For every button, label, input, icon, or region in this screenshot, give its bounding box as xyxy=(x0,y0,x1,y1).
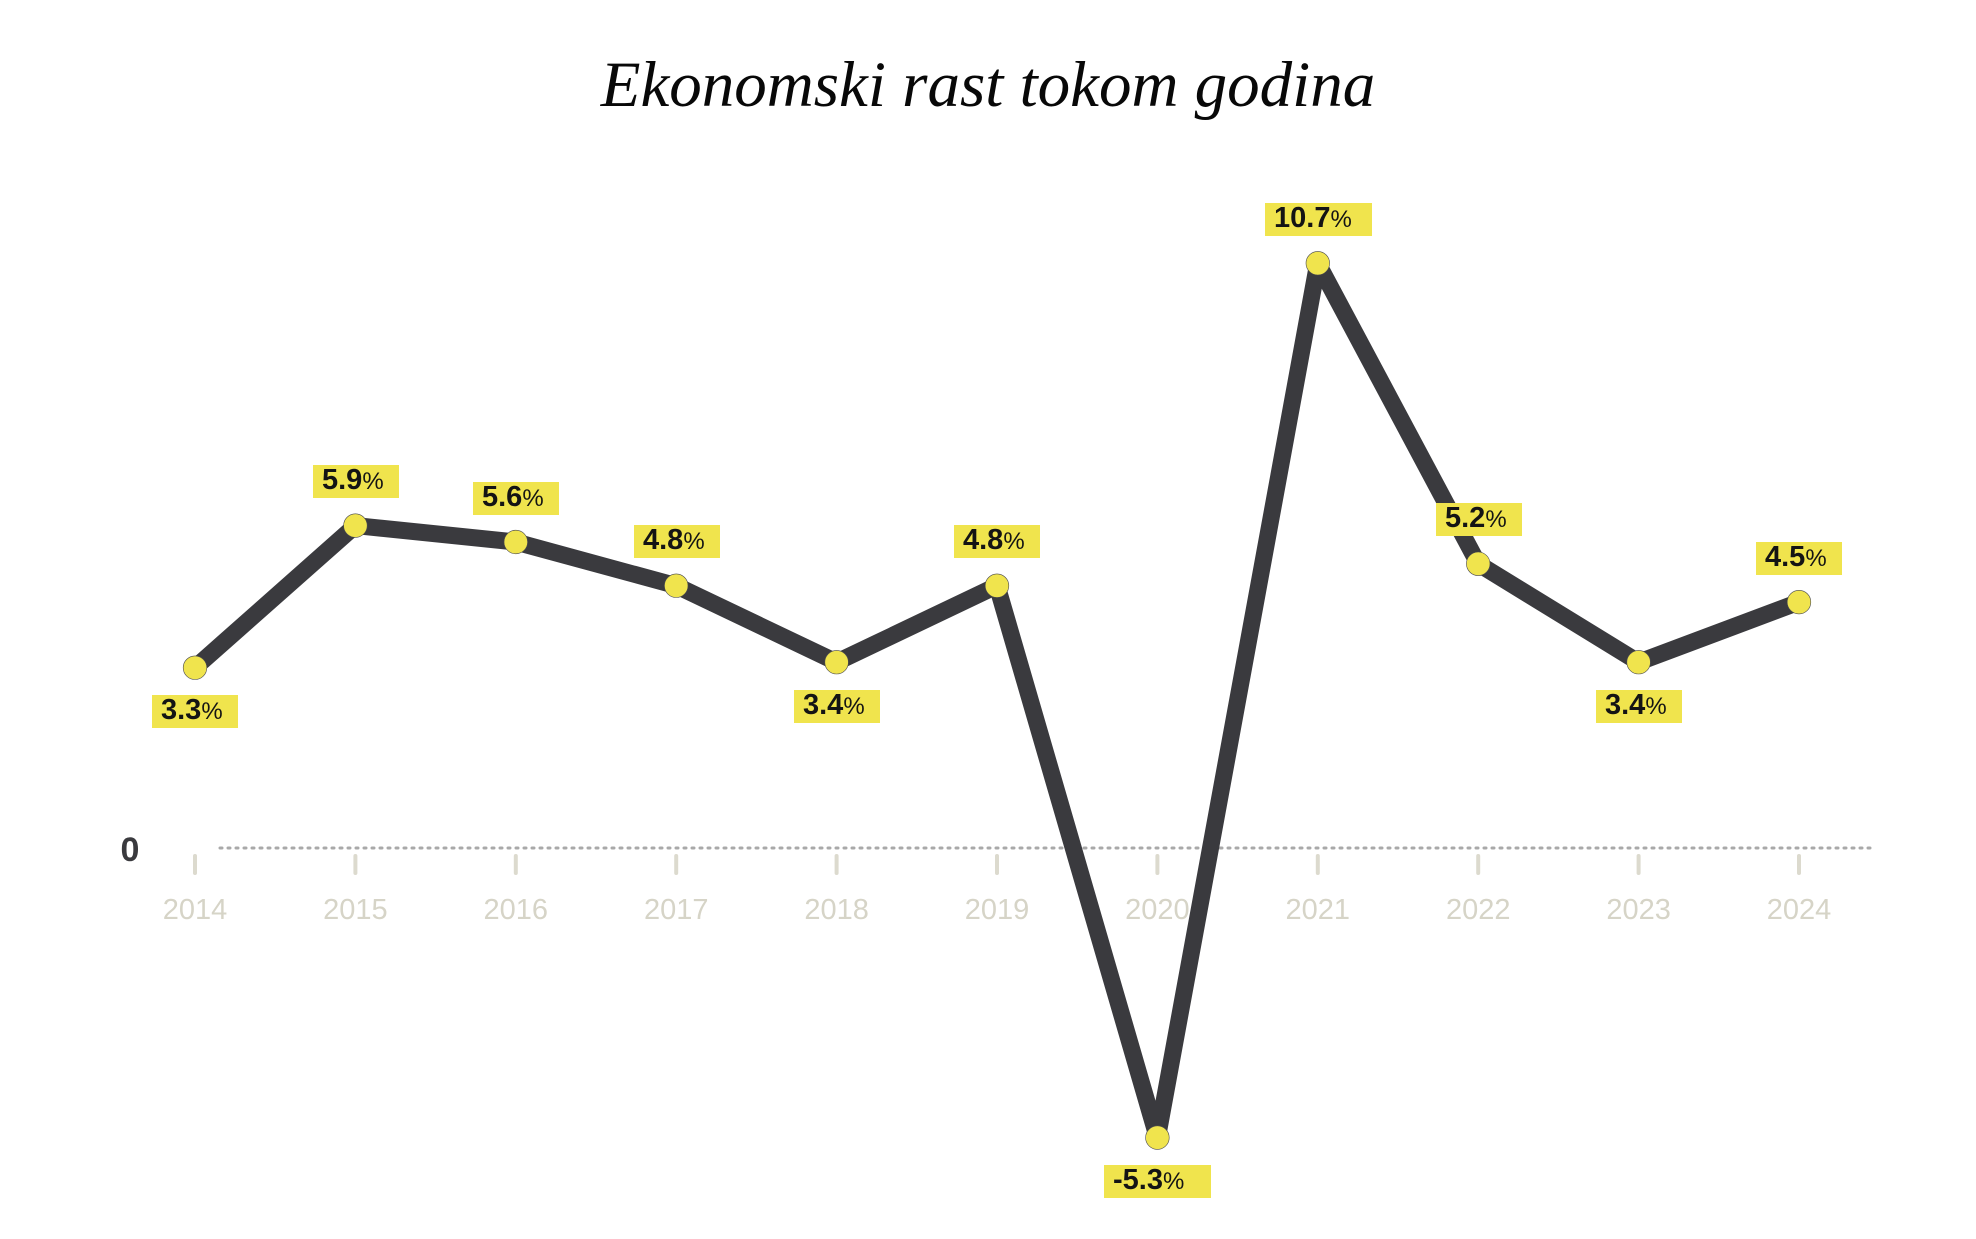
svg-text:2023: 2023 xyxy=(1606,894,1671,926)
svg-text:2021: 2021 xyxy=(1286,894,1351,926)
svg-text:2017: 2017 xyxy=(644,894,709,926)
svg-text:10.7%: 10.7% xyxy=(1274,202,1352,234)
svg-text:4.8%: 4.8% xyxy=(643,524,705,556)
svg-text:3.4%: 3.4% xyxy=(803,689,865,721)
svg-text:2015: 2015 xyxy=(323,894,388,926)
svg-text:4.5%: 4.5% xyxy=(1765,541,1827,573)
svg-text:2024: 2024 xyxy=(1767,894,1832,926)
svg-text:2014: 2014 xyxy=(163,894,228,926)
svg-text:2018: 2018 xyxy=(804,894,869,926)
svg-text:2020: 2020 xyxy=(1125,894,1190,926)
svg-text:5.6%: 5.6% xyxy=(482,481,544,513)
svg-text:2022: 2022 xyxy=(1446,894,1511,926)
svg-text:2016: 2016 xyxy=(484,894,549,926)
svg-text:-5.3%: -5.3% xyxy=(1113,1164,1184,1196)
svg-text:3.4%: 3.4% xyxy=(1605,689,1667,721)
svg-text:5.9%: 5.9% xyxy=(322,464,384,496)
svg-text:2019: 2019 xyxy=(965,894,1030,926)
svg-text:4.8%: 4.8% xyxy=(963,524,1025,556)
svg-text:0: 0 xyxy=(121,831,140,869)
svg-text:5.2%: 5.2% xyxy=(1445,502,1507,534)
svg-text:3.3%: 3.3% xyxy=(161,694,223,726)
